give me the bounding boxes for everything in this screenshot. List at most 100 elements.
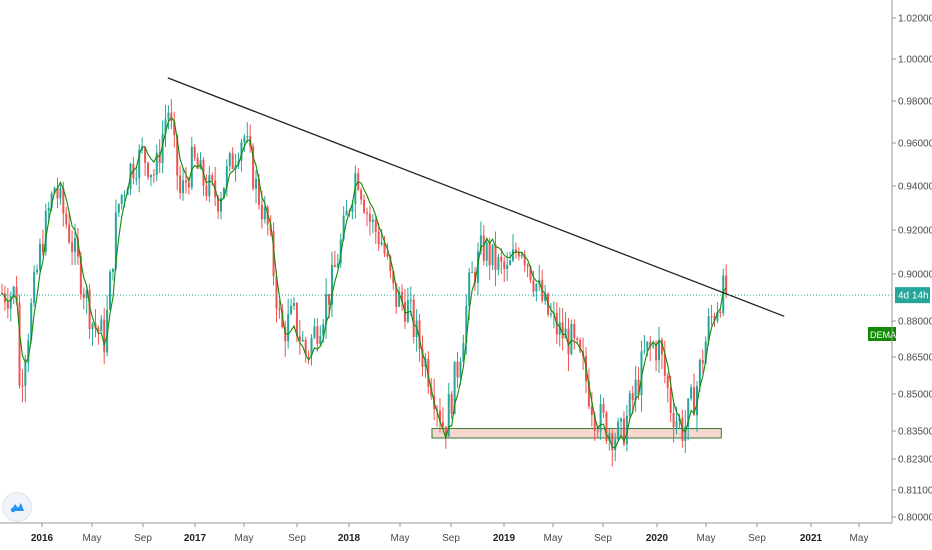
candle-body [561,322,564,339]
candle-body [173,121,176,136]
candle-body [631,393,634,401]
y-tick-label: 0.83500 [898,427,932,438]
x-tick-label: May [850,533,869,544]
candle-body [56,187,59,199]
candle-body [106,309,109,353]
candle-body [182,180,185,194]
candle-body [190,146,193,188]
candle-body [439,410,441,422]
candle-body [290,305,293,314]
candle-body [459,361,462,378]
candle-body [447,394,450,437]
x-tick-label: 2016 [31,533,54,544]
y-tick-label: 0.82300 [898,455,932,466]
candle-body [497,256,500,271]
candle-body [649,341,652,347]
candle-body [295,302,298,337]
candle-body [725,275,728,294]
candle-body [491,244,494,266]
candle-body [246,136,249,138]
candle-body [418,320,421,349]
indicator-label-box [868,327,896,341]
candle-body [164,119,167,134]
x-tick-label: 2017 [184,533,207,544]
candle-body [593,415,596,431]
candle-body [669,387,672,413]
candle-body [573,324,576,339]
candle-body [590,406,593,416]
candle-body [76,237,79,257]
candle-body [6,302,9,309]
candle-body [485,242,488,261]
candle-body [465,305,468,344]
candle-body [690,387,693,399]
candle-body [462,343,465,362]
candle-body [398,291,401,307]
candle-body [658,339,660,361]
candle-body [68,224,71,243]
candle-body [336,263,339,268]
zone-layer [431,428,722,439]
candle-body [488,242,491,266]
candle-body [617,421,620,440]
candle-body [687,398,690,427]
price-layer: 4d 14h DEMA [0,287,930,341]
candle-body [50,193,53,208]
y-tick-label: 0.94000 [898,182,932,193]
candle-body [179,175,182,194]
candle-body [36,269,39,273]
candle-body [304,339,307,355]
candle-body [111,268,114,272]
x-tick-label: Sep [594,533,612,544]
candle-body [9,296,12,309]
candle-body [114,212,117,269]
candle-body [564,328,567,339]
candle-body [512,249,514,261]
candle-body [243,137,246,143]
candle-body [351,204,354,212]
candle-body [211,175,214,181]
candle-body [88,289,91,330]
x-tick-label: May [83,533,102,544]
candle-body [176,135,179,176]
candle-body [147,162,149,178]
candle-body [599,403,602,432]
candle-body [611,433,614,451]
candle-body [640,351,643,396]
candle-body [193,146,196,158]
candle-body [167,112,170,120]
candle-body [205,185,208,197]
candle-body [652,345,655,347]
candle-body [85,289,88,299]
x-tick-label: Sep [442,533,460,544]
candle-body [44,210,47,252]
candle-body [360,189,363,200]
candle-body [576,338,579,340]
candle-body [15,286,18,303]
x-tick-label: 2018 [338,533,361,544]
candle-body [18,302,21,386]
y-tick-label: 1.02000 [898,14,932,25]
candle-body [506,264,509,270]
candle-body [301,339,304,342]
candle-body [620,418,623,422]
candle-body [479,235,482,252]
candle-body [287,313,290,342]
candle-body [622,418,625,445]
candle-body [608,433,611,441]
x-tick-label: 2021 [800,533,823,544]
candle-body [97,327,100,332]
candle-body [643,350,646,352]
candle-body [549,313,552,315]
candle-body [371,219,374,222]
candle-body [529,266,532,281]
candle-body [345,210,348,216]
x-tick-label: May [391,533,410,544]
candle-body [392,271,395,284]
candle-body [701,359,704,364]
candle-body [319,335,322,344]
candle-body [342,215,345,240]
candle-body [614,439,617,451]
y-tick-label: 0.81100 [898,486,932,497]
